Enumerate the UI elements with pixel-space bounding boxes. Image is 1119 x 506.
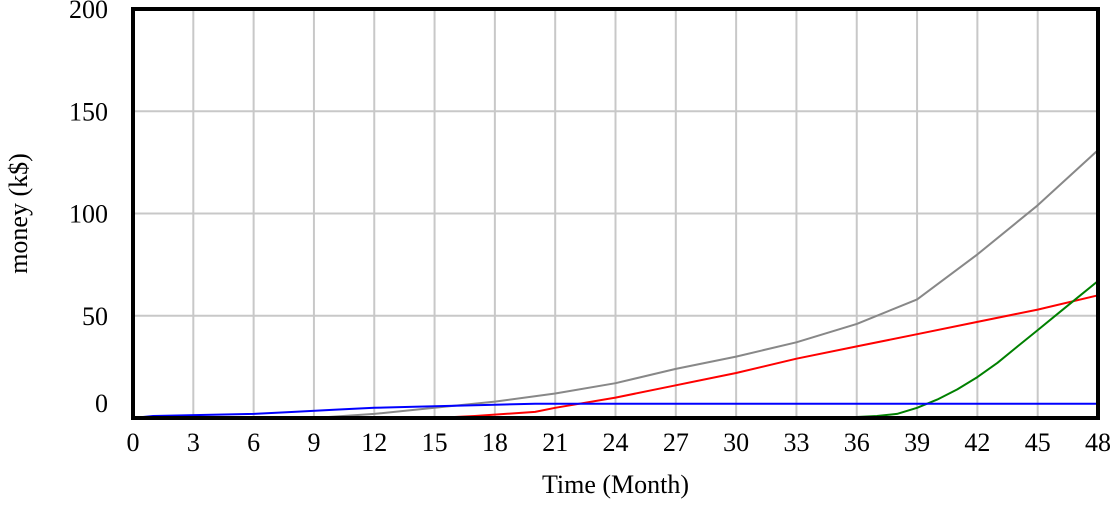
x-tick-label: 12 [361,428,387,457]
series-group [132,149,1099,419]
x-tick-label: 30 [723,428,749,457]
y-tick-labels: 0 50 100 150 200 [69,0,108,418]
grid [132,8,1099,419]
x-tick-label: 9 [307,428,320,457]
x-tick-label: 42 [964,428,990,457]
x-tick-label: 24 [603,428,629,457]
x-tick-label: 27 [663,428,689,457]
y-axis-title: money (k$) [4,153,33,274]
x-tick-label: 3 [187,428,200,457]
y-tick-label: 150 [69,97,108,126]
y-tick-label: 200 [69,0,108,24]
x-tick-label: 45 [1025,428,1051,457]
x-tick-label: 48 [1085,428,1111,457]
y-tick-label: 100 [69,200,108,229]
x-tick-label: 15 [422,428,448,457]
x-tick-label: 39 [904,428,930,457]
series-line-4 [132,402,1098,419]
y-tick-label: 0 [95,389,108,418]
x-tick-label: 0 [127,428,140,457]
x-axis-title: Time (Month) [542,470,689,499]
x-tick-label: 21 [542,428,568,457]
y-tick-label: 50 [82,302,108,331]
plot-frame [131,7,1100,420]
series-line-3 [133,280,1099,419]
x-tick-label: 18 [482,428,508,457]
x-tick-label: 6 [247,428,260,457]
x-tick-label: 36 [844,428,870,457]
x-tick-label: 33 [783,428,809,457]
series-line-2 [133,294,1099,419]
series-line-1 [133,149,1099,419]
x-tick-labels: 0 3 6 9 12 15 18 21 24 27 30 33 36 39 42 45 48 [127,428,1112,457]
